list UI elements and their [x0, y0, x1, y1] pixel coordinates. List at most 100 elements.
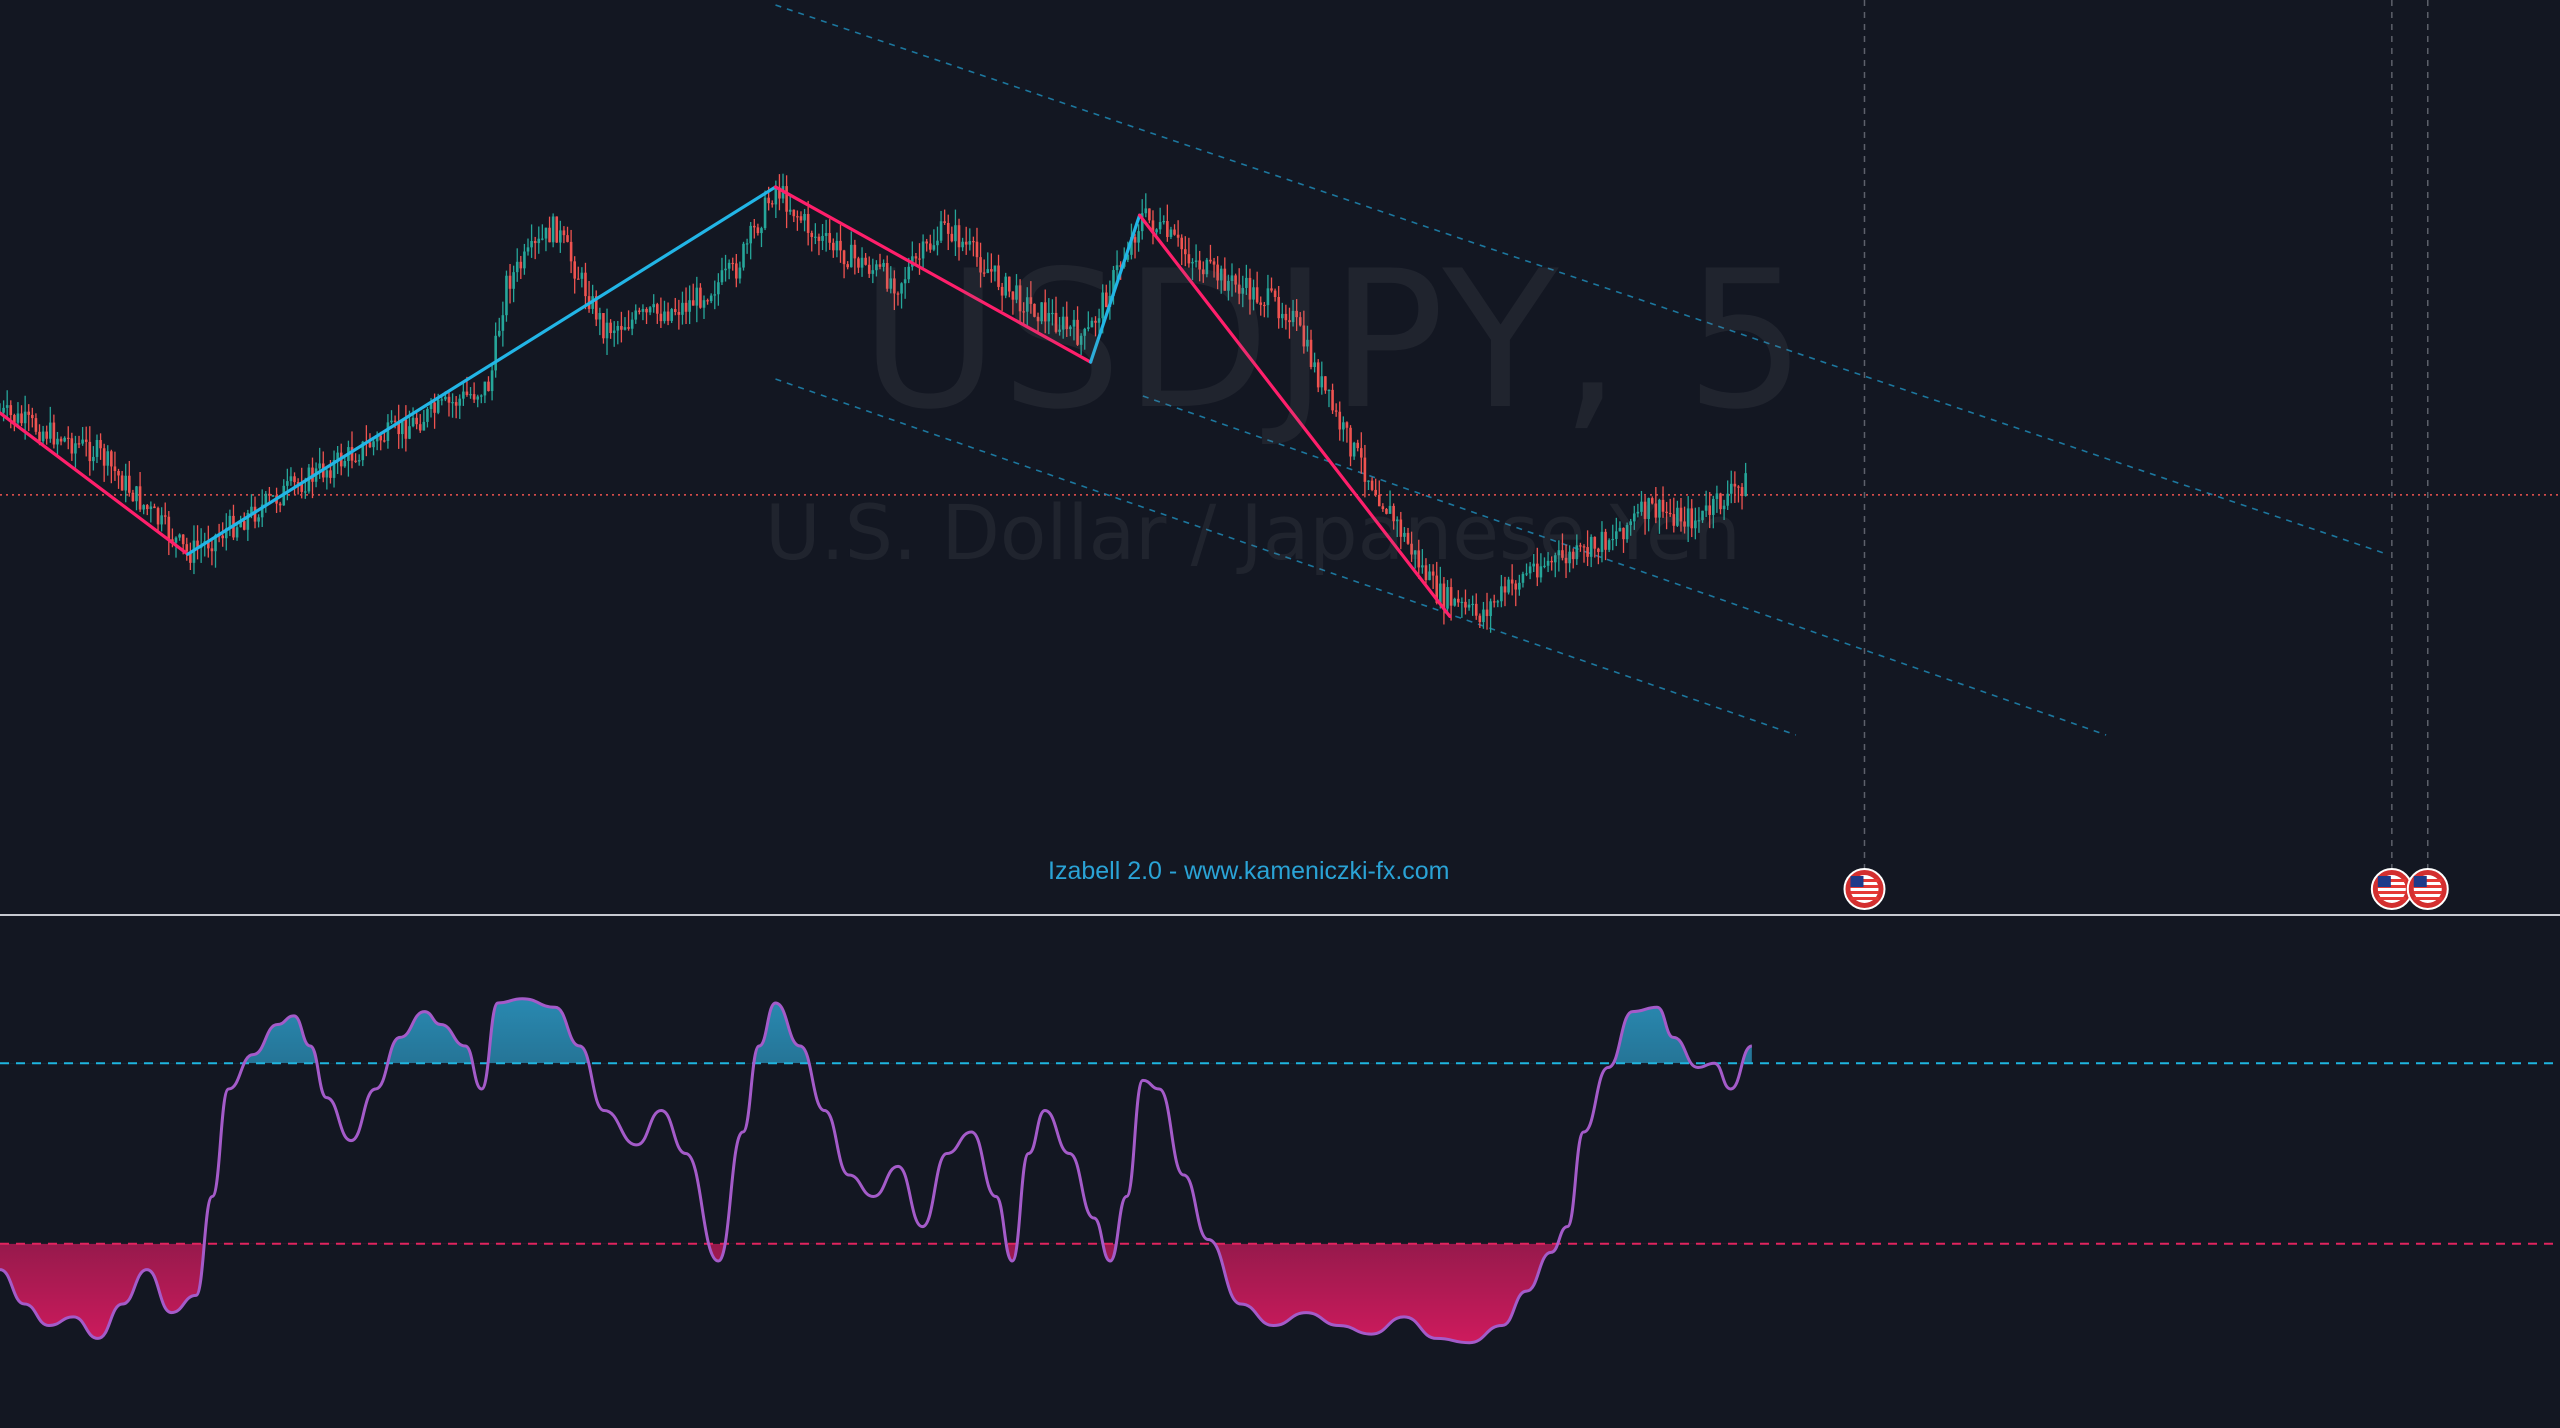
- candle-body: [1148, 208, 1151, 221]
- candle-body: [1428, 571, 1431, 581]
- candle-body: [95, 440, 99, 457]
- candle-body: [1180, 237, 1184, 250]
- candle-body: [907, 266, 911, 280]
- pane-separator[interactable]: [0, 914, 2560, 916]
- candle-body: [408, 426, 411, 439]
- symbol-description-watermark: U.S. Dollar / Japanese Yen: [765, 488, 1741, 577]
- flag-stripe: [2413, 879, 2442, 882]
- event-flags[interactable]: [1843, 868, 2449, 910]
- candle-body: [1087, 327, 1090, 329]
- candle-body: [1036, 316, 1040, 322]
- candle-body: [444, 396, 447, 400]
- candle-body: [1140, 213, 1144, 232]
- flag-stripe: [1850, 885, 1879, 888]
- candle-body: [383, 440, 386, 442]
- candle-body: [1090, 320, 1094, 328]
- candle-body: [1600, 531, 1604, 552]
- candle-body: [928, 243, 932, 250]
- candle-body: [964, 241, 968, 245]
- candle-body: [569, 241, 573, 262]
- candle-body: [1589, 536, 1593, 557]
- candle-body: [81, 439, 84, 444]
- candle-body: [436, 399, 440, 413]
- candle-body: [1101, 292, 1104, 319]
- flag-stripe: [2377, 891, 2406, 894]
- flag-stripe: [2377, 885, 2406, 888]
- candle-body: [864, 257, 867, 265]
- candle-body: [278, 503, 282, 506]
- candle-body: [1022, 311, 1025, 313]
- candle-body: [717, 282, 720, 295]
- candle-body: [663, 311, 666, 322]
- candle-body: [429, 402, 433, 410]
- price-pane[interactable]: [0, 0, 2560, 910]
- candle-body: [293, 476, 296, 483]
- candle-body: [1467, 604, 1471, 608]
- candle-body: [1431, 571, 1435, 576]
- candle-body: [882, 263, 885, 267]
- us-flag-icon[interactable]: [2406, 868, 2449, 910]
- candle-body: [300, 483, 304, 492]
- candle-body: [594, 296, 598, 320]
- candle-body: [799, 216, 803, 221]
- candle-body: [656, 304, 659, 314]
- oscillator-pane[interactable]: [0, 997, 2560, 1345]
- candle-body: [760, 228, 763, 234]
- candle-body: [939, 221, 943, 241]
- candle-body: [210, 548, 214, 552]
- candle-body: [189, 551, 192, 563]
- candle-body: [1184, 249, 1187, 255]
- candle-body: [447, 396, 451, 403]
- candle-body: [343, 460, 347, 467]
- candle-body: [1277, 297, 1280, 319]
- candle-body: [842, 250, 846, 265]
- candle-body: [1665, 511, 1668, 513]
- candle-body: [968, 241, 972, 245]
- candle-body: [149, 506, 153, 510]
- candle-body: [986, 269, 990, 273]
- candle-body: [1144, 208, 1148, 214]
- candle-body: [361, 441, 365, 461]
- candle-body: [1083, 328, 1087, 336]
- us-flag-icon[interactable]: [2370, 868, 2413, 910]
- candle-body: [1194, 260, 1198, 262]
- candle-body: [1133, 237, 1137, 243]
- candle-body: [1679, 507, 1683, 522]
- candle-body: [1582, 546, 1586, 548]
- candle-body: [84, 439, 88, 442]
- candle-body: [1632, 513, 1636, 522]
- candle-body: [214, 534, 217, 552]
- candle-body: [720, 270, 724, 283]
- candle-body: [1342, 422, 1345, 430]
- candle-body: [271, 495, 275, 497]
- candle-body: [329, 470, 332, 478]
- candle-body: [788, 209, 792, 212]
- candle-body: [627, 327, 630, 329]
- candle-body: [1399, 519, 1403, 537]
- us-flag-icon[interactable]: [1843, 868, 1886, 910]
- candle-body: [1370, 480, 1374, 490]
- candle-body: [875, 264, 878, 271]
- candle-body: [584, 272, 587, 297]
- indicator-caption: Izabell 2.0 - www.kameniczki-fx.com: [1048, 857, 1450, 885]
- candle-body: [1607, 540, 1611, 550]
- candle-body: [1604, 531, 1607, 550]
- candle-body: [1298, 317, 1302, 326]
- candle-body: [1316, 362, 1320, 388]
- candle-body: [1115, 265, 1119, 271]
- candle-body: [487, 381, 490, 392]
- candle-body: [1722, 505, 1726, 510]
- candle-body: [1334, 410, 1338, 412]
- candle-body: [526, 247, 530, 252]
- candle-body: [824, 233, 828, 236]
- candlestick-series[interactable]: [0, 173, 1747, 633]
- candle-body: [325, 470, 329, 478]
- zigzag-up-leg: [186, 185, 778, 556]
- candle-body: [515, 261, 519, 273]
- candle-body: [23, 411, 27, 424]
- candle-body: [88, 441, 92, 462]
- candle-body: [1640, 501, 1643, 512]
- candle-body: [59, 438, 63, 442]
- flag-stripe: [2377, 879, 2406, 882]
